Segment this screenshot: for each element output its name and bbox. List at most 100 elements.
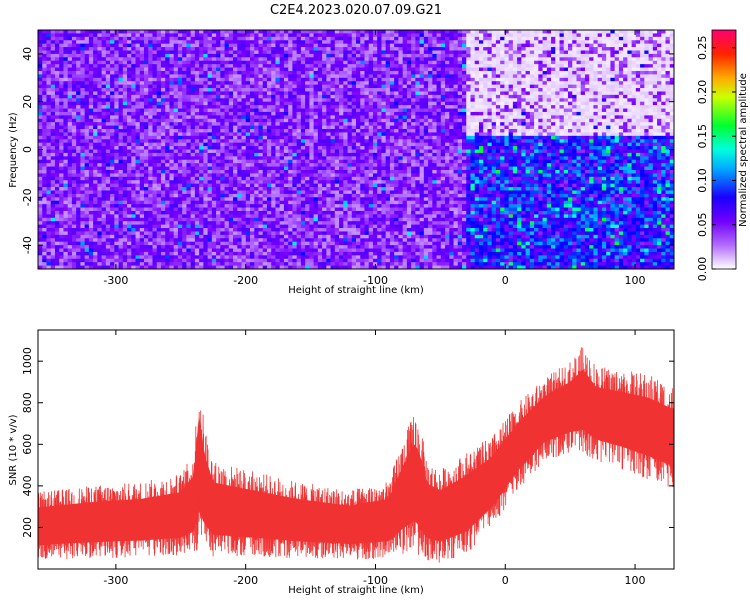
heatmap-cell — [563, 125, 569, 130]
heatmap-cell — [618, 70, 624, 75]
heatmap-cell — [356, 98, 361, 103]
heatmap-cell — [495, 47, 501, 51]
heatmap-cell — [63, 74, 69, 79]
heatmap-cell — [317, 40, 323, 45]
heatmap-cell — [59, 47, 64, 51]
heatmap-cell — [296, 125, 302, 130]
heatmap-cell — [250, 81, 255, 86]
heatmap-cell — [487, 125, 493, 130]
heatmap-cell — [474, 53, 480, 58]
heatmap-cell — [224, 77, 230, 82]
heatmap-cell — [372, 122, 378, 126]
heatmap-cell — [610, 53, 616, 58]
heatmap-cell — [631, 135, 637, 140]
heatmap-cell — [377, 118, 382, 123]
heatmap-cell — [614, 94, 620, 99]
heatmap-cell — [131, 40, 136, 45]
heatmap-cell — [233, 118, 238, 123]
heatmap-cell — [224, 33, 230, 38]
heatmap-cell — [283, 60, 289, 65]
heatmap-cell — [593, 139, 599, 144]
heatmap-cell — [305, 33, 310, 38]
heatmap-cell — [194, 60, 200, 65]
heatmap-cell — [661, 50, 666, 55]
heatmap-cell — [466, 67, 471, 72]
heatmap-cell — [110, 135, 115, 140]
heatmap-cell — [652, 108, 658, 113]
heatmap-cell — [500, 50, 505, 55]
heatmap-cell — [186, 50, 192, 55]
heatmap-cell — [559, 47, 565, 51]
heatmap-cell — [67, 98, 73, 103]
heatmap-cell — [360, 81, 365, 86]
heatmap-cell — [254, 98, 259, 103]
heatmap-cell — [165, 115, 170, 120]
heatmap-cell — [292, 47, 298, 51]
heatmap-cell — [394, 98, 399, 103]
heatmap-cell — [262, 57, 268, 62]
heatmap-cell — [372, 57, 378, 62]
heatmap-cell — [356, 30, 361, 34]
heatmap-cell — [470, 43, 476, 48]
heatmap-cell — [224, 36, 230, 41]
heatmap-cell — [220, 88, 225, 92]
heatmap-cell — [199, 36, 204, 41]
heatmap-cell — [220, 60, 225, 65]
heatmap-cell — [415, 50, 420, 55]
heatmap-cell — [233, 111, 238, 116]
heatmap-cell — [542, 47, 548, 51]
heatmap-cell — [555, 122, 560, 126]
heatmap-cell — [322, 70, 327, 75]
heatmap-cell — [593, 50, 599, 55]
heatmap-cell — [568, 135, 573, 140]
heatmap-cell — [67, 77, 73, 82]
heatmap-cell — [423, 70, 429, 75]
heatmap-cell — [144, 142, 149, 147]
heatmap-cell — [580, 108, 586, 113]
heatmap-cell — [606, 50, 611, 55]
heatmap-cell — [288, 47, 293, 51]
heatmap-cell — [127, 88, 132, 92]
heatmap-cell — [623, 81, 628, 86]
heatmap-cell — [394, 53, 399, 58]
heatmap-cell — [470, 64, 476, 68]
heatmap-cell — [224, 60, 230, 65]
heatmap-cell — [177, 30, 183, 34]
heatmap-cell — [241, 122, 247, 126]
heatmap-cell — [97, 30, 102, 34]
heatmap-cell — [88, 111, 94, 116]
heatmap-cell — [635, 36, 641, 41]
heatmap-cell — [559, 129, 565, 133]
heatmap-cell — [623, 91, 628, 96]
heatmap-cell — [495, 57, 501, 62]
heatmap-cell — [237, 122, 242, 126]
heatmap-cell — [97, 64, 102, 68]
heatmap-cell — [538, 81, 543, 86]
heatmap-cell — [521, 139, 526, 144]
heatmap-cell — [572, 135, 577, 140]
heatmap-cell — [144, 91, 149, 96]
heatmap-cell — [266, 40, 272, 45]
heatmap-cell — [640, 47, 645, 51]
heatmap-cell — [135, 57, 141, 62]
heatmap-cell — [487, 81, 493, 86]
heatmap-cell — [97, 91, 102, 96]
heatmap-cell — [305, 40, 310, 45]
heatmap-cell — [428, 88, 433, 92]
heatmap-cell — [300, 40, 306, 45]
heatmap-cell — [305, 91, 310, 96]
heatmap-cell — [559, 115, 565, 120]
heatmap-cell — [440, 70, 446, 75]
heatmap-cell — [317, 70, 323, 75]
heatmap-cell — [445, 105, 450, 109]
heatmap-cell — [160, 101, 166, 106]
heatmap-cell — [411, 101, 416, 106]
heatmap-cell — [389, 36, 395, 41]
heatmap-cell — [42, 74, 47, 79]
heatmap-cell — [432, 70, 437, 75]
heatmap-cell — [551, 43, 556, 48]
heatmap-cell — [589, 94, 594, 99]
heatmap-cell — [652, 74, 658, 79]
heatmap-cell — [483, 122, 488, 126]
heatmap-cell — [669, 30, 674, 34]
